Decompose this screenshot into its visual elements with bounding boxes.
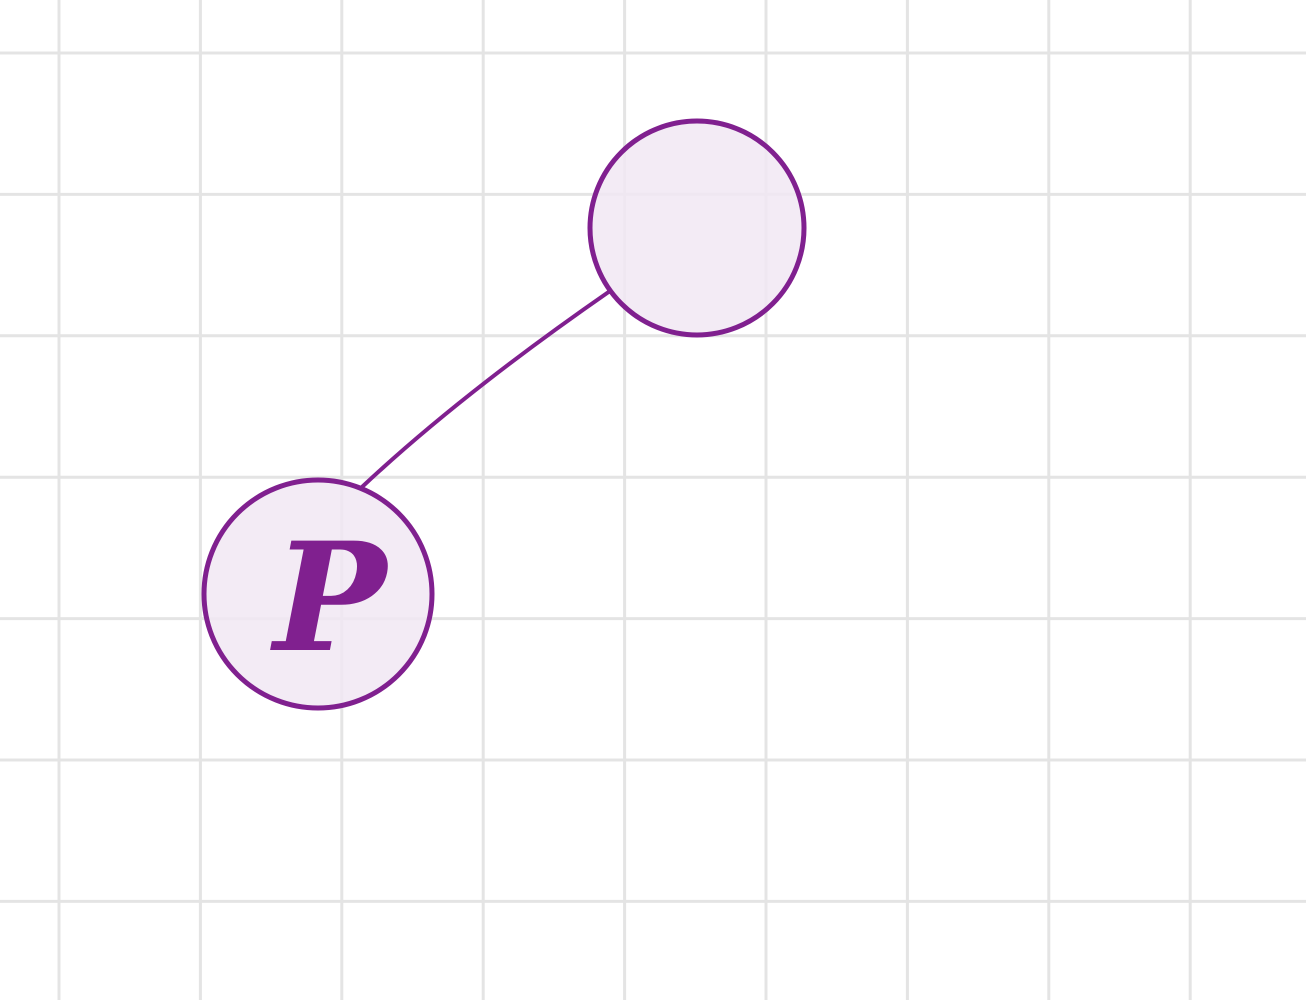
connector-edge: [360, 289, 612, 489]
node-p[interactable]: P: [201, 477, 435, 711]
node-circle: [201, 477, 435, 711]
node-top-right[interactable]: [587, 118, 807, 338]
node-label-p: P: [270, 510, 391, 686]
node-circle: [587, 118, 807, 338]
